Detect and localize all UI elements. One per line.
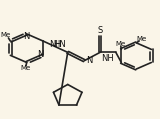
Text: N: N [37, 50, 43, 59]
Text: N: N [86, 56, 92, 65]
Text: Me: Me [1, 32, 11, 38]
Text: NH: NH [49, 40, 62, 49]
Text: NH: NH [102, 54, 114, 63]
Text: S: S [97, 26, 103, 35]
Text: HN: HN [53, 40, 66, 49]
Text: Me: Me [115, 41, 125, 47]
Text: N: N [24, 32, 30, 41]
Text: Me: Me [20, 65, 30, 71]
Text: Me: Me [137, 36, 147, 42]
